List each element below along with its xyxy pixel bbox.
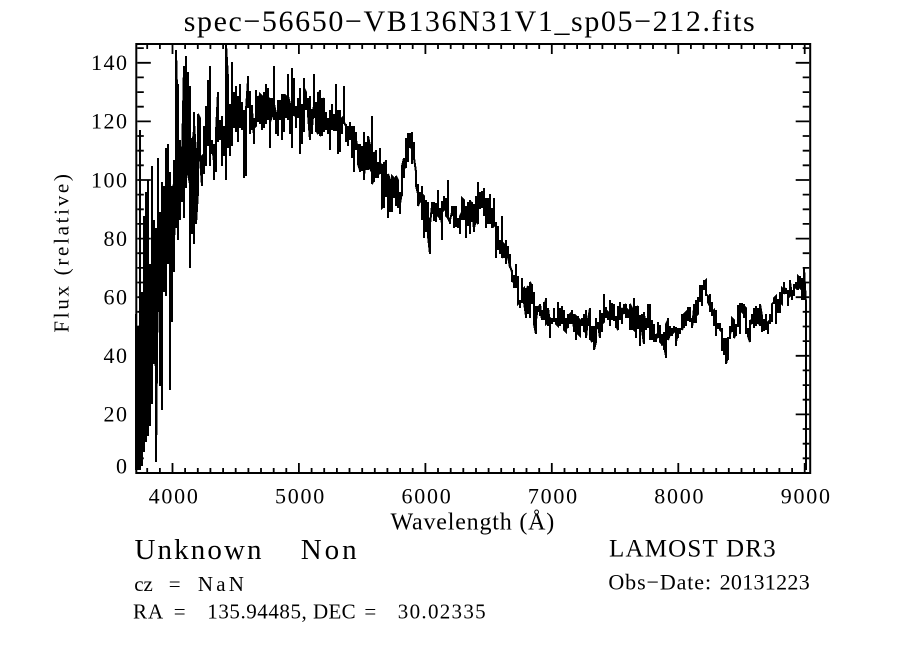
svg-text:cz: cz bbox=[134, 572, 153, 596]
svg-text:20: 20 bbox=[103, 402, 128, 427]
svg-text:20131223: 20131223 bbox=[720, 570, 810, 595]
svg-text:RA: RA bbox=[133, 600, 164, 624]
svg-text:Obs−Date:: Obs−Date: bbox=[608, 570, 712, 595]
svg-text:5000: 5000 bbox=[275, 484, 326, 509]
svg-text:8000: 8000 bbox=[654, 484, 705, 509]
svg-text:7000: 7000 bbox=[528, 484, 579, 509]
svg-text:40: 40 bbox=[103, 343, 128, 368]
svg-text:Unknown: Unknown bbox=[135, 534, 264, 566]
svg-text:80: 80 bbox=[103, 226, 128, 251]
svg-text:135.94485,: 135.94485, bbox=[207, 600, 307, 624]
svg-text:30.02335: 30.02335 bbox=[398, 600, 487, 624]
svg-text:120: 120 bbox=[91, 109, 129, 134]
svg-text:DEC: DEC bbox=[313, 600, 356, 624]
svg-text:6000: 6000 bbox=[402, 484, 453, 509]
svg-text:=: = bbox=[364, 600, 378, 624]
svg-text:Wavelength (Å): Wavelength (Å) bbox=[391, 510, 556, 536]
svg-text:NaN: NaN bbox=[198, 572, 247, 596]
svg-text:60: 60 bbox=[103, 285, 128, 310]
svg-text:140: 140 bbox=[91, 50, 129, 75]
svg-text:spec−56650−VB136N31V1_sp05−212: spec−56650−VB136N31V1_sp05−212.fits bbox=[184, 5, 757, 38]
svg-text:=: = bbox=[169, 572, 183, 596]
svg-text:9000: 9000 bbox=[781, 484, 832, 509]
svg-text:LAMOST DR3: LAMOST DR3 bbox=[609, 535, 777, 562]
svg-text:100: 100 bbox=[91, 167, 129, 192]
svg-text:Flux (relative): Flux (relative) bbox=[50, 171, 74, 332]
svg-text:Non: Non bbox=[301, 534, 360, 566]
svg-text:=: = bbox=[174, 600, 188, 624]
svg-text:4000: 4000 bbox=[149, 484, 200, 509]
svg-text:0: 0 bbox=[116, 454, 129, 479]
